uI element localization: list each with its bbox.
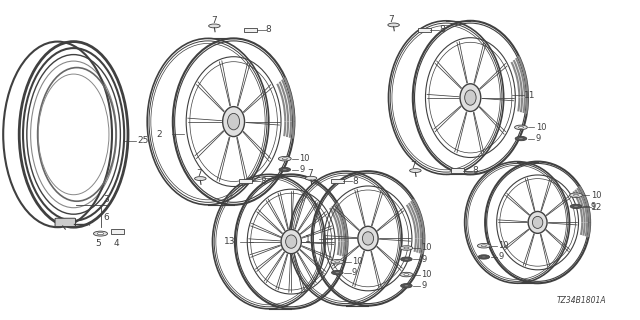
- Text: 10: 10: [352, 257, 362, 266]
- Ellipse shape: [515, 125, 527, 130]
- Ellipse shape: [195, 177, 206, 180]
- Ellipse shape: [335, 272, 340, 274]
- Text: 13: 13: [224, 237, 236, 246]
- Text: 7: 7: [388, 15, 394, 24]
- Ellipse shape: [400, 272, 413, 277]
- Ellipse shape: [228, 113, 239, 130]
- Ellipse shape: [362, 232, 374, 245]
- Ellipse shape: [401, 257, 412, 261]
- Ellipse shape: [97, 232, 104, 235]
- Ellipse shape: [335, 261, 340, 263]
- Ellipse shape: [93, 231, 108, 236]
- Ellipse shape: [404, 274, 409, 276]
- Ellipse shape: [532, 216, 543, 228]
- FancyBboxPatch shape: [239, 179, 252, 183]
- FancyBboxPatch shape: [244, 28, 257, 32]
- Ellipse shape: [460, 84, 481, 111]
- Text: 9: 9: [591, 202, 596, 211]
- Ellipse shape: [404, 285, 409, 287]
- Ellipse shape: [388, 23, 399, 27]
- Text: 7: 7: [211, 16, 217, 25]
- Ellipse shape: [285, 235, 297, 248]
- FancyBboxPatch shape: [418, 28, 431, 32]
- Text: 12: 12: [591, 203, 603, 212]
- Text: 8: 8: [260, 177, 266, 186]
- FancyBboxPatch shape: [451, 168, 464, 173]
- Text: 8: 8: [352, 177, 358, 186]
- Text: 9: 9: [421, 281, 426, 290]
- Ellipse shape: [358, 226, 378, 251]
- Ellipse shape: [477, 244, 490, 248]
- Text: 10: 10: [591, 191, 601, 200]
- Ellipse shape: [481, 245, 486, 247]
- Text: 9: 9: [499, 252, 504, 261]
- Ellipse shape: [570, 204, 582, 209]
- Ellipse shape: [278, 156, 291, 161]
- Ellipse shape: [573, 205, 579, 207]
- Text: 7: 7: [196, 169, 202, 178]
- Ellipse shape: [282, 158, 287, 160]
- Text: 10: 10: [421, 244, 431, 252]
- Text: 8: 8: [472, 166, 478, 175]
- Ellipse shape: [209, 24, 220, 28]
- Text: 7: 7: [410, 161, 416, 170]
- Text: 25: 25: [138, 136, 149, 145]
- Ellipse shape: [573, 194, 579, 196]
- Ellipse shape: [331, 260, 344, 264]
- Text: 11: 11: [524, 91, 535, 100]
- FancyBboxPatch shape: [111, 229, 124, 234]
- Text: 6: 6: [104, 213, 109, 222]
- Ellipse shape: [282, 169, 287, 171]
- Text: 9: 9: [421, 255, 426, 264]
- Text: 10: 10: [499, 241, 509, 250]
- Text: 9: 9: [536, 134, 541, 143]
- Ellipse shape: [465, 90, 476, 105]
- Text: 7: 7: [307, 169, 313, 178]
- Ellipse shape: [400, 246, 413, 250]
- Text: 9: 9: [300, 165, 305, 174]
- Ellipse shape: [528, 212, 547, 233]
- Text: 3: 3: [104, 196, 109, 204]
- Text: 5: 5: [96, 239, 101, 248]
- Text: 2: 2: [157, 130, 163, 139]
- Text: TZ34B1801A: TZ34B1801A: [557, 296, 607, 305]
- Ellipse shape: [281, 229, 301, 254]
- Ellipse shape: [518, 138, 524, 140]
- Text: 1: 1: [305, 235, 311, 244]
- Ellipse shape: [279, 167, 291, 172]
- Ellipse shape: [332, 270, 343, 275]
- Ellipse shape: [478, 255, 490, 259]
- Text: 10: 10: [421, 270, 431, 279]
- Text: 8: 8: [439, 25, 445, 34]
- Ellipse shape: [518, 126, 524, 128]
- Text: 8: 8: [266, 25, 271, 34]
- Text: 9: 9: [352, 268, 357, 277]
- Ellipse shape: [570, 193, 582, 197]
- FancyBboxPatch shape: [331, 179, 344, 183]
- Ellipse shape: [305, 176, 317, 180]
- Ellipse shape: [223, 107, 244, 137]
- Ellipse shape: [481, 256, 486, 258]
- Text: 10: 10: [300, 154, 310, 163]
- Ellipse shape: [515, 136, 527, 141]
- Ellipse shape: [404, 247, 409, 249]
- Ellipse shape: [410, 169, 421, 172]
- FancyBboxPatch shape: [55, 218, 76, 227]
- Text: 4: 4: [114, 239, 119, 248]
- Ellipse shape: [401, 284, 412, 288]
- Text: 10: 10: [536, 123, 546, 132]
- Ellipse shape: [404, 258, 409, 260]
